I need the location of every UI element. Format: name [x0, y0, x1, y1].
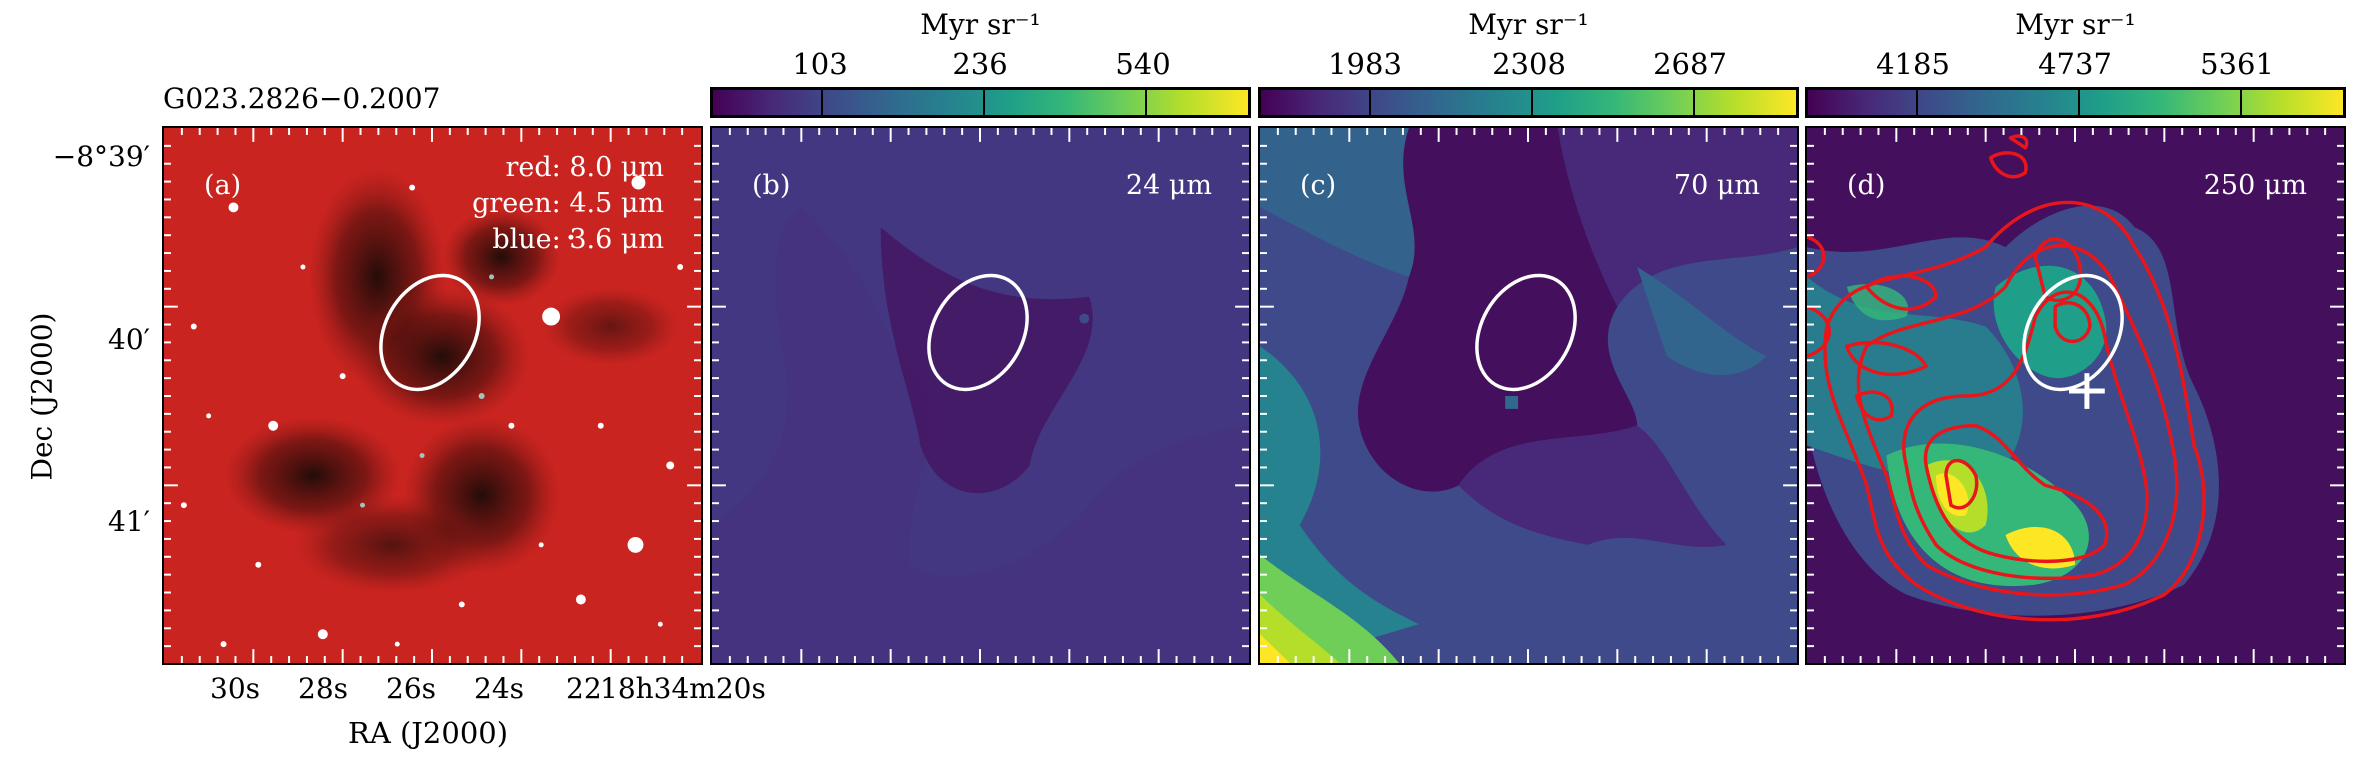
source-name: G023.2826−0.2007 — [163, 82, 441, 115]
x-tick-label-last: 18h34m20s — [600, 672, 766, 705]
colorbar-tick: 2687 — [1653, 47, 1727, 81]
colorbar-tick: 103 — [792, 47, 848, 81]
legend-green: green: 4.5 μm — [472, 188, 664, 219]
colorbar-unit: Myr sr⁻¹ — [920, 8, 1041, 41]
band-label: 70 μm — [1673, 170, 1760, 201]
plus-marker-icon — [2069, 373, 2105, 409]
colorbar-tick: 2308 — [1492, 47, 1566, 81]
rgb-legend: red: 8.0 μm green: 4.5 μm blue: 3.6 μm — [472, 150, 664, 258]
x-tick-label: 30s — [210, 672, 260, 705]
x-axis-label: RA (J2000) — [348, 716, 509, 750]
colorbar-b — [710, 87, 1251, 118]
legend-red: red: 8.0 μm — [505, 152, 664, 183]
colorbar-c — [1258, 87, 1799, 118]
x-tick-label: 26s — [386, 672, 436, 705]
colorbar-unit: Myr sr⁻¹ — [2015, 8, 2136, 41]
panel-c-70um-map: (c) 70 μm — [1258, 126, 1799, 665]
panel-a-rgb-image: (a) red: 8.0 μm green: 4.5 μm blue: 3.6 … — [162, 126, 703, 665]
band-label: 250 μm — [2203, 170, 2307, 201]
colorbar-tick: 540 — [1115, 47, 1171, 81]
x-tick-label: 24s — [474, 672, 524, 705]
panel-b-24um-map: (b) 24 μm — [710, 126, 1251, 665]
panel-label: (c) — [1300, 170, 1337, 201]
y-tick-label: 40′ — [108, 323, 150, 356]
colorbar-unit: Myr sr⁻¹ — [1468, 8, 1589, 41]
y-tick-label: 41′ — [108, 505, 150, 538]
colorbar-tick: 4737 — [2038, 47, 2112, 81]
panel-label: (b) — [752, 170, 791, 201]
legend-blue: blue: 3.6 μm — [492, 224, 664, 255]
x-tick-label: 28s — [298, 672, 348, 705]
colorbar-tick: 4185 — [1876, 47, 1950, 81]
panel-label: (a) — [204, 170, 242, 201]
panel-d-250um-map: (d) 250 μm — [1805, 126, 2346, 665]
x-tick-label: 22 — [566, 672, 602, 705]
colorbar-tick: 236 — [952, 47, 1008, 81]
band-label: 24 μm — [1125, 170, 1212, 201]
colorbar-tick: 1983 — [1328, 47, 1402, 81]
colorbar-d — [1805, 87, 2346, 118]
y-tick-label: −8°39′ — [52, 140, 150, 173]
panel-label: (d) — [1847, 170, 1886, 201]
colorbar-tick: 5361 — [2200, 47, 2274, 81]
